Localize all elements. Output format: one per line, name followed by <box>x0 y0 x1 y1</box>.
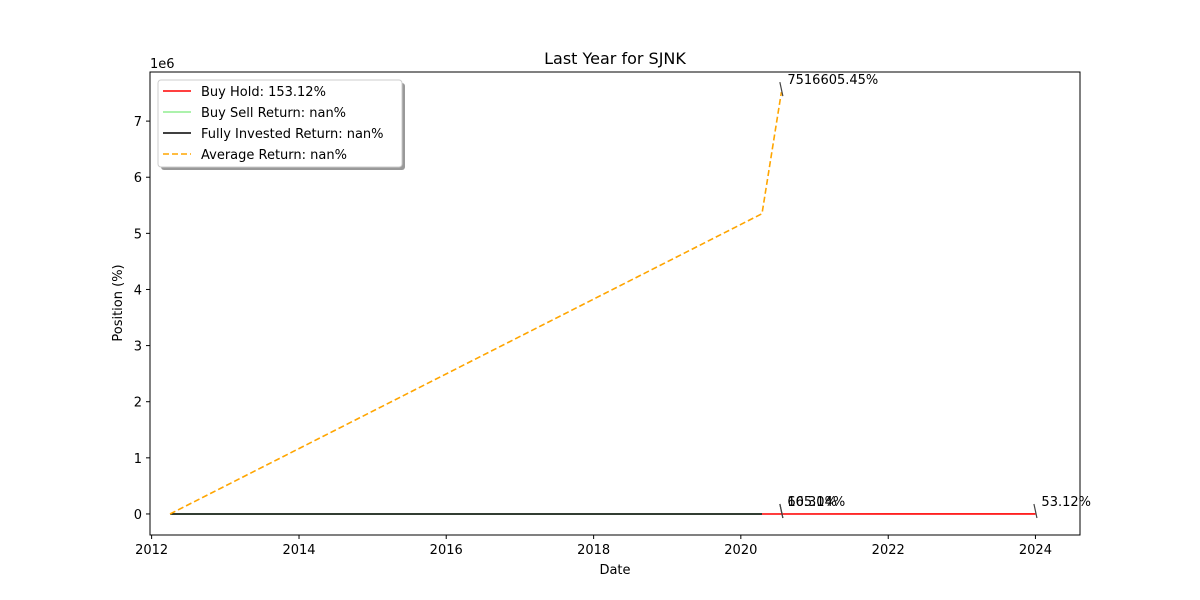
legend-label-4: Average Return: nan% <box>201 148 347 163</box>
series-line-4 <box>169 91 783 515</box>
annotation-label: 165.14% <box>787 495 845 510</box>
annotation-arrow <box>1033 503 1038 519</box>
y-tick-label: 7 <box>134 115 142 130</box>
annotation-arrow <box>779 503 784 519</box>
y-tick-label: 0 <box>134 508 142 523</box>
legend-label-1: Buy Hold: 153.12% <box>201 85 326 100</box>
legend-label-2: Buy Sell Return: nan% <box>201 106 346 121</box>
y-tick-label: 6 <box>134 171 142 186</box>
y-tick-label: 5 <box>134 227 142 242</box>
legend: Buy Hold: 153.12% Buy Sell Return: nan% Fu… <box>157 79 405 170</box>
y-tick-label: 3 <box>134 340 142 355</box>
x-tick-label: 2020 <box>724 543 757 558</box>
annotation-label: 7516605.45% <box>787 73 878 88</box>
annotation-label: 53.12% <box>1041 495 1091 510</box>
y-axis-label: Position (%) <box>111 264 126 341</box>
x-tick-label: 2012 <box>135 543 168 558</box>
x-tick-label: 2014 <box>282 543 315 558</box>
annotation-label: 60.30% <box>787 495 837 510</box>
x-tick-label: 2016 <box>430 543 463 558</box>
y-offset-label: 1e6 <box>150 57 175 72</box>
y-tick-label: 4 <box>134 283 142 298</box>
x-tick-label: 2018 <box>577 543 610 558</box>
annotation-arrow <box>779 81 784 97</box>
axes-frame <box>149 71 1081 536</box>
legend-box <box>157 79 403 168</box>
legend-label-3: Fully Invested Return: nan% <box>201 127 384 142</box>
x-tick-label: 2024 <box>1019 543 1052 558</box>
chart-title: Last Year for SJNK <box>544 49 686 68</box>
x-axis-label: Date <box>599 563 630 578</box>
x-tick-label: 2022 <box>872 543 905 558</box>
y-tick-label: 2 <box>134 396 142 411</box>
plot-area: 2012 2014 2016 2018 2020 2022 2024 0 1 2 3 4 5 6 7 7516… <box>134 71 1091 558</box>
y-tick-label: 1 <box>134 452 142 467</box>
